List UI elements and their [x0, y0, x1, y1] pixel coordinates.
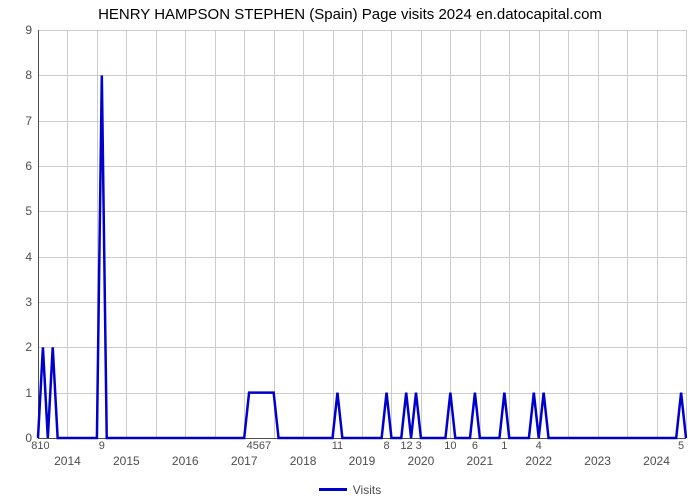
- peak-label: 4567: [247, 440, 271, 452]
- peak-label: 9: [99, 440, 105, 452]
- x-tick-label: 2017: [231, 454, 258, 468]
- peak-label: 8: [383, 440, 389, 452]
- peak-label: 5: [678, 440, 684, 452]
- x-tick-label: 2024: [643, 454, 670, 468]
- legend-item-visits: Visits: [319, 483, 381, 497]
- peak-label: 6: [472, 440, 478, 452]
- peak-label: 11: [332, 440, 343, 452]
- peak-label: 10: [444, 440, 456, 452]
- y-tick-label: 3: [25, 295, 32, 309]
- x-tick-label: 2015: [113, 454, 140, 468]
- x-tick-label: 2018: [290, 454, 317, 468]
- x-tick-label: 2023: [584, 454, 611, 468]
- y-tick-label: 4: [25, 250, 32, 264]
- y-tick-label: 9: [25, 23, 32, 37]
- peak-label: 12 3: [400, 440, 421, 452]
- x-tick-label: 2014: [54, 454, 81, 468]
- chart-legend: Visits: [0, 478, 700, 497]
- peak-label: 4: [536, 440, 542, 452]
- y-tick-label: 2: [25, 340, 32, 354]
- chart-title: HENRY HAMPSON STEPHEN (Spain) Page visit…: [0, 6, 700, 23]
- y-tick-label: 5: [25, 204, 32, 218]
- y-tick-label: 1: [25, 386, 32, 400]
- chart-plot-area: [38, 30, 686, 438]
- y-tick-label: 7: [25, 114, 32, 128]
- x-tick-label: 2019: [349, 454, 376, 468]
- x-tick-label: 2021: [466, 454, 493, 468]
- x-tick-label: 2016: [172, 454, 199, 468]
- peak-label: 1: [501, 440, 507, 452]
- y-tick-label: 6: [25, 159, 32, 173]
- y-tick-label: 8: [25, 68, 32, 82]
- legend-label: Visits: [353, 483, 381, 497]
- legend-swatch: [319, 488, 347, 491]
- gridline-vertical: [686, 30, 687, 438]
- x-tick-label: 2020: [408, 454, 435, 468]
- series-line: [38, 30, 686, 438]
- peak-label: 810: [31, 440, 49, 452]
- x-tick-label: 2022: [525, 454, 552, 468]
